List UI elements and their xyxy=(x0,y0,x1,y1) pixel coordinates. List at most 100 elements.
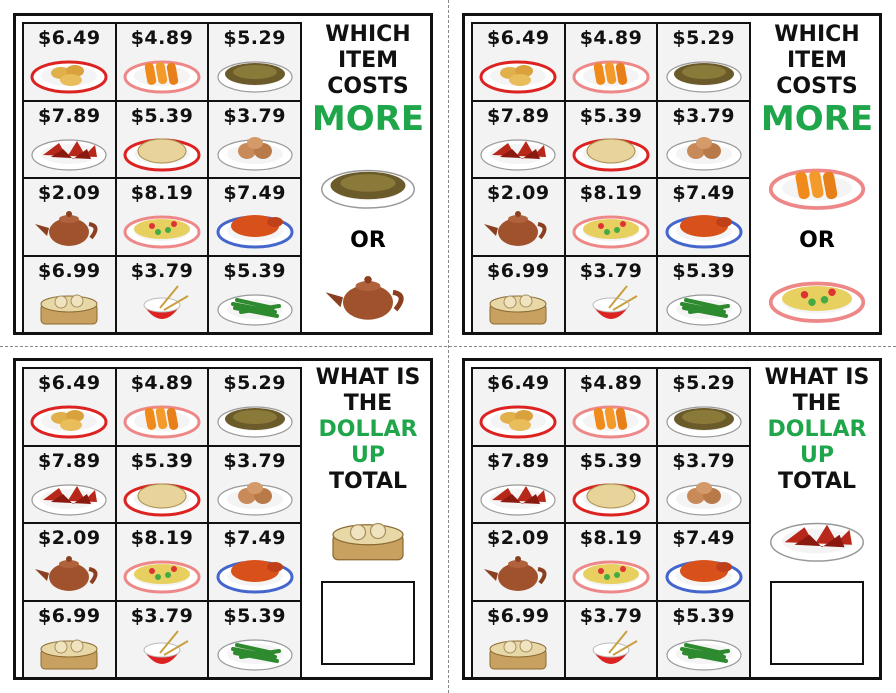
price-label: $4.89 xyxy=(130,372,194,394)
price-label: $8.19 xyxy=(579,182,643,204)
price-label: $6.99 xyxy=(487,259,550,282)
price-label: $7.89 xyxy=(38,449,101,472)
price-label: $5.29 xyxy=(223,372,286,394)
menu-item: $3.79 xyxy=(115,600,209,678)
chow-mein-icon xyxy=(321,169,415,209)
price-label: $5.39 xyxy=(130,104,194,127)
price-label: $2.09 xyxy=(38,527,101,549)
price-label: $5.39 xyxy=(223,604,286,627)
roast-duck-icon xyxy=(216,215,294,249)
stir-fry-icon xyxy=(572,560,650,594)
price-label: $3.79 xyxy=(579,604,643,627)
menu-item: $4.89 xyxy=(564,368,658,446)
menu-item: $6.99 xyxy=(472,600,565,678)
price-label: $5.39 xyxy=(672,604,735,627)
price-label: $8.19 xyxy=(130,527,194,549)
menu-item: $5.29 xyxy=(657,368,750,446)
menu-item: $5.39 xyxy=(657,255,750,333)
menu-item: $4.89 xyxy=(115,368,209,446)
dumpling-steamer-icon xyxy=(40,294,98,324)
teapot-icon xyxy=(484,211,547,246)
chili-chicken-icon xyxy=(31,138,107,171)
fried-wontons-icon xyxy=(479,60,557,94)
price-label: $7.89 xyxy=(38,104,101,127)
price-label: $2.09 xyxy=(487,182,550,204)
menu-item: $8.19 xyxy=(564,178,658,256)
steamed-bun-icon xyxy=(123,483,201,516)
green-beans-icon xyxy=(217,638,293,671)
chow-mein-icon xyxy=(666,61,742,93)
menu-item: $7.89 xyxy=(472,100,565,178)
chow-mein-icon xyxy=(217,406,293,438)
fried-wontons-icon xyxy=(30,405,108,439)
question-text: TOTAL xyxy=(777,469,857,494)
price-label: $6.99 xyxy=(487,604,550,627)
price-label: $7.89 xyxy=(487,449,550,472)
price-label: $4.89 xyxy=(579,372,643,394)
menu-item: $6.99 xyxy=(23,600,116,678)
steamed-bun-icon xyxy=(572,483,650,516)
answer-box[interactable] xyxy=(321,581,415,665)
menu-item: $6.99 xyxy=(23,255,116,333)
fried-wontons-icon xyxy=(30,60,108,94)
teapot-icon xyxy=(484,556,547,591)
task-card: $6.49 $4.89 $5.29 $7.89 $5.39 $3.79 $2.09 $8.19… xyxy=(13,13,433,335)
price-label: $8.19 xyxy=(579,527,643,549)
menu-item: $5.39 xyxy=(564,100,658,178)
task-card: $6.49 $4.89 $5.29 $7.89 $5.39 $3.79 $2.09 $8.19… xyxy=(13,358,433,680)
rice-bowl-icon xyxy=(143,629,189,664)
price-label: $5.39 xyxy=(223,259,286,282)
menu-item: $2.09 xyxy=(472,523,565,601)
menu-item: $2.09 xyxy=(23,523,116,601)
question-text: COSTS xyxy=(327,74,409,99)
fried-wontons-icon xyxy=(479,405,557,439)
price-label: $5.39 xyxy=(579,104,643,127)
question-highlight: MORE xyxy=(311,99,425,139)
green-beans-icon xyxy=(666,638,742,671)
question-highlight: MORE xyxy=(760,99,874,139)
question-panel: WHAT IS THE DOLLAR UP TOTAL xyxy=(306,361,430,677)
roast-duck-icon xyxy=(665,560,743,594)
menu-item: $2.09 xyxy=(472,178,565,256)
dumpling-steamer-icon xyxy=(40,639,98,669)
chow-mein-icon xyxy=(217,61,293,93)
menu-item: $5.29 xyxy=(208,368,301,446)
steamed-bun-icon xyxy=(123,138,201,171)
question-text: WHICH xyxy=(774,22,860,47)
price-label: $6.99 xyxy=(38,259,101,282)
steamed-bun-icon xyxy=(572,138,650,171)
menu-item: $5.39 xyxy=(657,600,750,678)
menu-item: $3.79 xyxy=(657,100,750,178)
question-text: WHICH xyxy=(325,22,411,47)
chili-chicken-icon xyxy=(480,483,556,516)
tea-eggs-icon xyxy=(666,481,742,516)
question-highlight: UP xyxy=(800,443,834,468)
menu-item: $3.79 xyxy=(657,445,750,523)
menu-item: $3.79 xyxy=(208,100,301,178)
stir-fry-icon xyxy=(572,215,650,249)
task-card: $6.49 $4.89 $5.29 $7.89 $5.39 $3.79 $2.09 $8.19… xyxy=(462,13,882,335)
menu-item: $7.49 xyxy=(208,178,301,256)
price-label: $6.99 xyxy=(38,604,101,627)
question-text: THE xyxy=(792,391,842,416)
menu-item: $6.49 xyxy=(472,23,565,101)
price-label: $5.29 xyxy=(223,27,286,49)
price-label: $7.49 xyxy=(223,527,286,549)
menu-item: $7.89 xyxy=(23,445,116,523)
question-text: ITEM xyxy=(337,48,399,73)
menu-item: $5.29 xyxy=(657,23,750,101)
menu-item: $3.79 xyxy=(564,600,658,678)
answer-box[interactable] xyxy=(770,581,864,665)
price-label: $3.79 xyxy=(130,259,194,282)
green-beans-icon xyxy=(666,293,742,326)
menu-item: $6.99 xyxy=(472,255,565,333)
price-label: $5.39 xyxy=(579,449,643,472)
price-label: $5.29 xyxy=(672,372,735,394)
price-label: $3.79 xyxy=(672,104,735,127)
chili-chicken-icon xyxy=(770,522,864,562)
menu-item: $3.79 xyxy=(564,255,658,333)
question-panel: WHICH ITEM COSTS MORE OR xyxy=(306,16,430,332)
question-panel: WHAT IS THE DOLLAR UP TOTAL xyxy=(755,361,879,677)
cut-line-horizontal xyxy=(0,346,896,347)
question-highlight: DOLLAR xyxy=(318,417,418,442)
